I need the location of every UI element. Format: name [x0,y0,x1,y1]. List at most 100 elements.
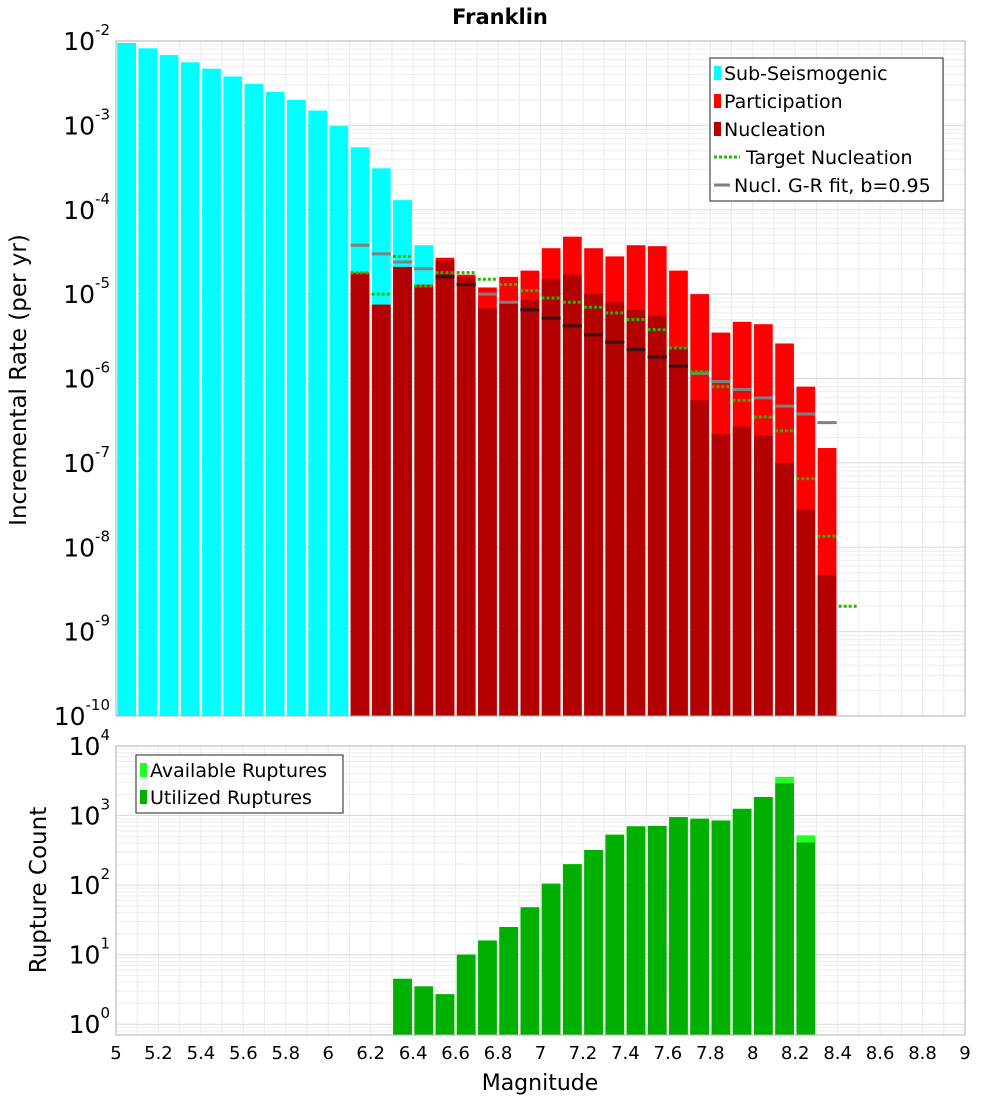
y-tick-exponent: 1 [100,935,110,953]
y-tick-label: 10-2 [63,21,110,56]
legend-box [709,57,944,202]
x-tick-label: 5.6 [229,1043,258,1064]
nucleation-bar [562,274,582,716]
utilized-ruptures-bar [626,826,646,1035]
x-tick-label: 6.8 [484,1043,513,1064]
x-tick-label: 6.4 [399,1043,428,1064]
top-plot-frame [115,40,966,717]
legend-box [135,754,344,814]
sub-seismogenic-bar [202,68,221,716]
top-bars [117,42,837,717]
y-tick-label: 10-8 [63,527,110,562]
top-legend: Sub-Seismogenic Participation Nucleation Ta… [709,57,944,202]
sub-seismogenic-bar [159,55,179,716]
nucleation-bar [435,260,455,716]
bottom-bars [393,776,816,1035]
utilized-ruptures-bar [732,808,752,1035]
utilized-ruptures-bar [478,940,497,1035]
x-tick-label: 7.8 [696,1043,725,1064]
y-tick-exponent: 0 [100,1004,110,1022]
nucleation-bar [817,574,837,716]
utilized-ruptures-bar [669,817,688,1035]
x-tick-label: 8.2 [781,1043,810,1064]
x-tick-label: 6.2 [356,1043,385,1064]
bottom-plot-frame [115,745,966,1036]
x-ticks: 5 5.2 5.4 5.6 5.8 6 6.2 6.4 6.6 6.8 7 7.2 7.4 7.6 7.8 8… [110,1043,970,1064]
chart-title: Franklin [452,5,548,29]
y-tick-base: 10 [63,365,95,394]
legend-label: Target Nucleation [745,147,913,169]
utilized-ruptures-bar [520,907,540,1035]
nucleation-bar [775,462,794,716]
utilized-ruptures-bar [456,954,476,1035]
y-tick-label: 10-10 [54,696,110,731]
x-tick-label: 6.6 [441,1043,470,1064]
y-tick-base: 10 [63,280,95,309]
y-tick-base: 10 [63,618,95,647]
nucleation-bar [669,347,688,716]
legend-label: Nucl. G-R fit, b=0.95 [734,175,931,197]
nucleation-bar [711,433,731,716]
x-tick-label: 5 [110,1043,121,1064]
y-tick-exponent: 4 [100,726,110,744]
y-tick-exponent: -4 [95,190,110,208]
y-tick-base: 10 [69,732,101,761]
legend-label: Participation [724,91,843,113]
y-tick-base: 10 [54,702,86,731]
sub-seismogenic-bar [138,48,158,716]
sub-seismogenic-bar [223,76,243,717]
y-tick-base: 10 [63,196,95,225]
x-axis-label: Magnitude [482,1071,599,1096]
nucleation-bar [371,304,391,716]
y-tick-label: 10-6 [63,359,110,394]
utilized-ruptures-bar [393,978,412,1035]
utilized-ruptures-bar [499,926,519,1035]
bottom-legend: Available Ruptures Utilized Ruptures [135,754,344,814]
nucleation-bar [520,300,540,716]
utilized-ruptures-bar [690,818,710,1035]
y-tick-exponent: -7 [95,443,110,461]
y-tick-label: 10-5 [63,274,110,309]
utilized-ruptures-bar [584,849,603,1035]
utilized-ruptures-bar [562,864,582,1035]
x-tick-label: 8 [747,1043,758,1064]
x-tick-label: 7.2 [569,1043,598,1064]
utilized-ruptures-bar [711,820,731,1035]
sub-seismogenic-bar [308,110,327,716]
y-tick-exponent: -3 [95,105,110,123]
x-tick-label: 7.4 [611,1043,640,1064]
sub-seismogenic-bar [329,126,349,717]
utilized-ruptures-bar [775,783,794,1035]
y-tick-label: 10-7 [63,443,110,478]
nucleation-bar [690,400,710,716]
nucleation-bar [350,274,370,716]
x-tick-label: 9 [959,1043,970,1064]
x-tick-label: 7.6 [654,1043,683,1064]
x-tick-label: 5.4 [187,1043,216,1064]
y-tick-base: 10 [69,871,101,900]
utilized-ruptures-bar [605,834,625,1035]
y-tick-base: 10 [63,449,95,478]
legend-label: Sub-Seismogenic [724,63,888,85]
y-tick-exponent: -10 [86,696,111,714]
utilized-ruptures-bar [647,825,667,1035]
y-tick-base: 10 [69,941,101,970]
nucleation-bar [732,426,752,716]
nucleation-bar [393,266,412,716]
x-tick-label: 6 [323,1043,334,1064]
nucleation-bar [626,309,646,716]
x-tick-label: 8.4 [823,1043,852,1064]
y-tick-label: 104 [69,726,110,761]
legend-label: Available Ruptures [150,760,327,782]
nucleation-bar [647,316,667,716]
x-tick-label: 8.8 [908,1043,937,1064]
legend-swatch [714,122,721,136]
bottom-y-axis-label: Rupture Count [26,807,52,973]
legend-label: Utilized Ruptures [150,787,312,809]
y-tick-exponent: -6 [95,359,110,377]
y-tick-base: 10 [63,27,95,56]
